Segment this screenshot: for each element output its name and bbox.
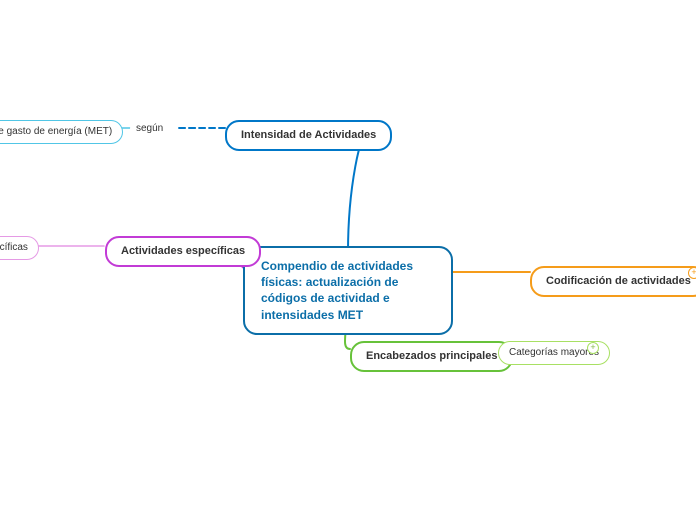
- node-codificacion[interactable]: Codificación de actividades: [530, 266, 696, 297]
- expand-dot-codificacion[interactable]: +: [688, 267, 696, 279]
- node-central[interactable]: Compendio de actividades físicas: actual…: [243, 246, 453, 335]
- plus-icon: +: [691, 268, 696, 277]
- expand-dot-categorias[interactable]: +: [587, 342, 599, 354]
- plus-icon: +: [590, 343, 595, 352]
- node-actividades[interactable]: Actividades específicas: [105, 236, 261, 267]
- node-tasa[interactable]: tasa de gasto de energía (MET): [0, 120, 123, 144]
- node-intensidad[interactable]: Intensidad de Actividades: [225, 120, 392, 151]
- node-encabezados[interactable]: Encabezados principales: [350, 341, 513, 372]
- node-segun[interactable]: según: [130, 120, 169, 138]
- node-actividades-child[interactable]: des específicas: [0, 236, 39, 260]
